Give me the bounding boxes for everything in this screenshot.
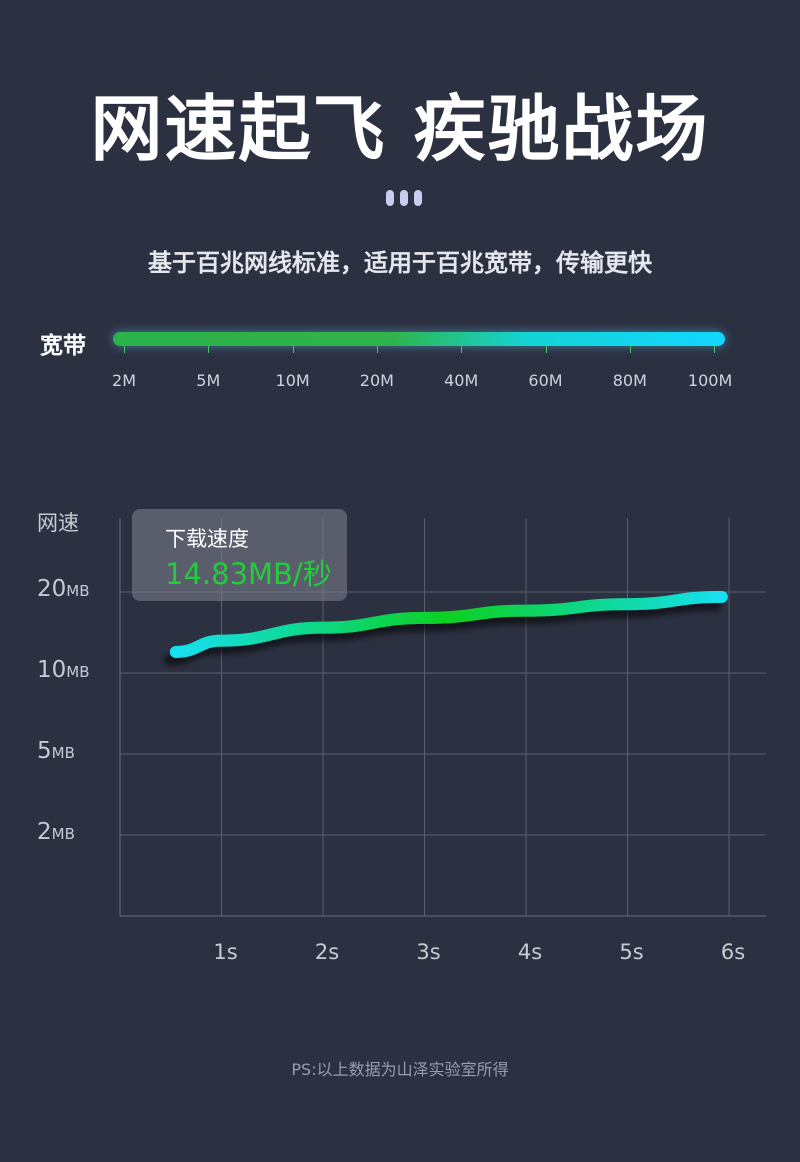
tooltip-value: 14.83MB/秒 <box>165 557 332 591</box>
bandwidth-tick-mark <box>208 346 210 353</box>
y-tick-value: 10 <box>37 657 67 683</box>
bandwidth-tick-mark <box>292 346 294 353</box>
y-tick-unit: MB <box>51 825 75 843</box>
x-tick-label: 1s <box>213 940 238 964</box>
y-tick-value: 20 <box>37 576 67 602</box>
bandwidth-tick-label: 80M <box>612 371 647 390</box>
y-tick-unit: MB <box>66 582 90 600</box>
bandwidth-tick-mark <box>545 346 547 353</box>
x-tick-label: 5s <box>619 940 644 964</box>
y-tick-unit: MB <box>51 744 75 762</box>
y-tick-label: 5MB <box>37 738 75 764</box>
y-tick-value: 5 <box>37 738 52 764</box>
y-axis-title: 网速 <box>37 511 79 535</box>
page-title: 网速起飞 疾驰战场 <box>90 87 710 171</box>
bandwidth-tick-label: 2M <box>112 371 136 390</box>
x-tick-label: 3s <box>416 940 441 964</box>
bandwidth-tick-label: 100M <box>687 371 733 390</box>
bandwidth-label: 宽带 <box>40 333 86 359</box>
y-tick-label: 10MB <box>37 657 90 683</box>
subtitle: 基于百兆网线标准，适用于百兆宽带，传输更快 <box>148 249 652 277</box>
bandwidth-bar <box>113 332 725 346</box>
bandwidth-tick-label: 5M <box>196 371 221 390</box>
bandwidth-tick-mark <box>376 346 378 353</box>
y-tick-unit: MB <box>66 663 90 681</box>
bandwidth-tick-label: 20M <box>359 371 394 390</box>
footnote: PS:以上数据为山泽实验室所得 <box>291 1060 509 1079</box>
y-tick-label: 2MB <box>37 819 75 845</box>
bandwidth-tick-mark <box>714 346 716 353</box>
bandwidth-tick-label: 40M <box>444 371 479 390</box>
y-tick-value: 2 <box>37 819 52 845</box>
speed-line <box>169 590 728 658</box>
bandwidth-tick-mark <box>629 346 631 353</box>
x-tick-label: 4s <box>517 940 543 964</box>
download-speed-tooltip: 下载速度 14.83MB/秒 <box>132 509 347 601</box>
bandwidth-tick-label: 60M <box>528 371 563 390</box>
bandwidth-tick-label: 10M <box>275 371 310 390</box>
y-tick-label: 20MB <box>37 576 90 602</box>
tooltip-label: 下载速度 <box>165 527 249 551</box>
bandwidth-tick-mark <box>461 346 463 353</box>
decorative-dots <box>386 190 422 206</box>
x-tick-label: 6s <box>720 940 746 964</box>
bandwidth-tick-mark <box>124 346 125 353</box>
x-tick-label: 2s <box>314 940 340 964</box>
